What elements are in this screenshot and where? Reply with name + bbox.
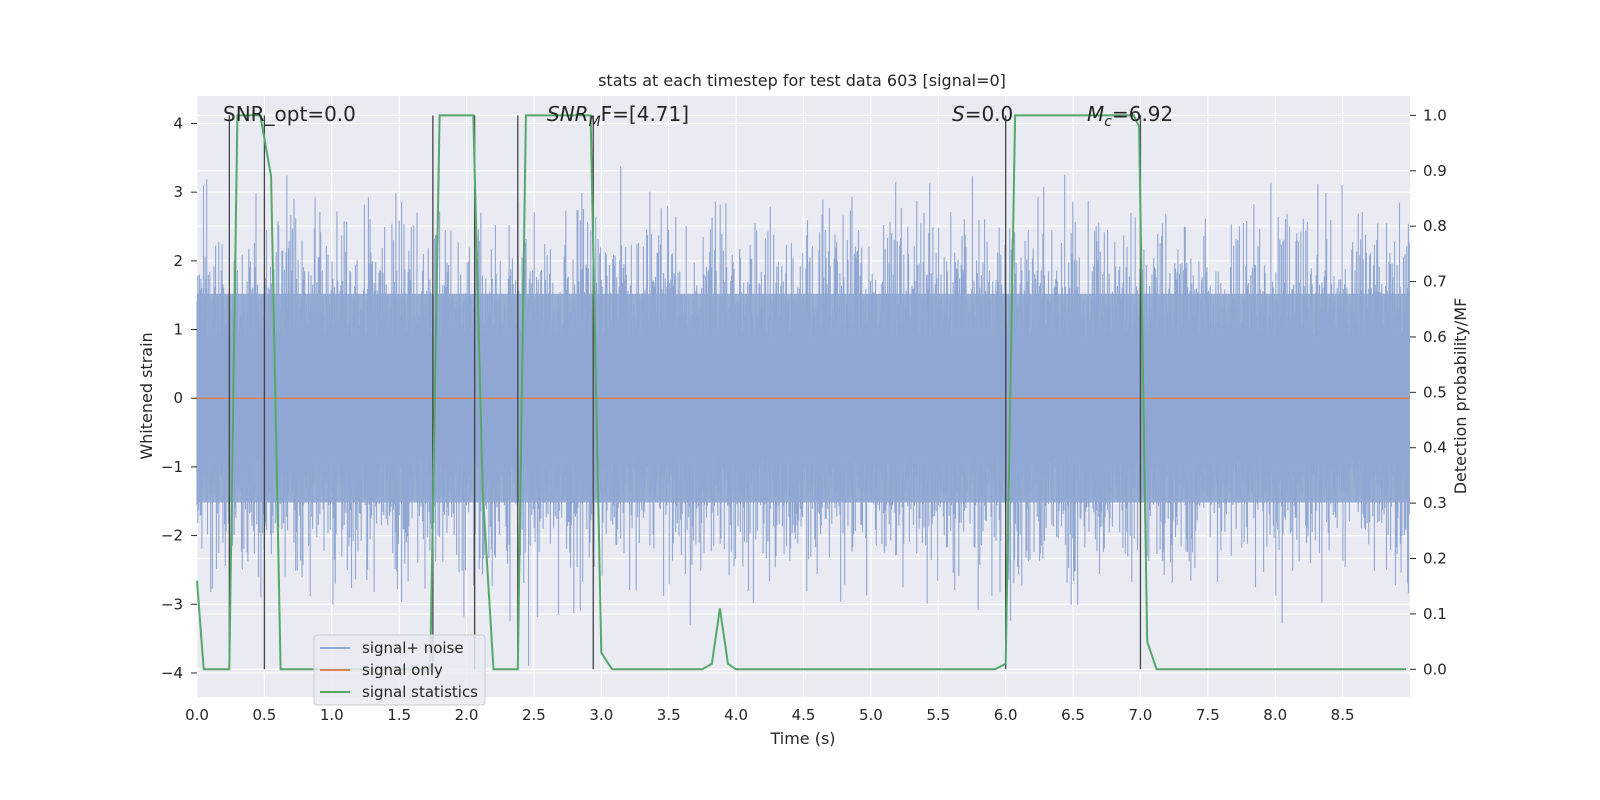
x-tick-label: 2.5 <box>522 706 546 724</box>
x-tick-label: 3.5 <box>657 706 681 724</box>
y2-tick-label: 0.7 <box>1423 273 1447 291</box>
mc-main: M <box>1087 102 1104 126</box>
y-tick-label: 0 <box>173 389 183 407</box>
y-tick-label: 4 <box>173 114 183 132</box>
x-tick-label: 4.0 <box>724 706 748 724</box>
y2-tick-label: 0.3 <box>1423 494 1447 512</box>
legend-label-statistics: signal statistics <box>362 683 478 701</box>
x-tick-label: 8.0 <box>1263 706 1287 724</box>
x-tick-label: 4.5 <box>792 706 816 724</box>
snr-mf-sub: M <box>589 114 601 130</box>
y-tick-label: 1 <box>173 321 183 339</box>
y-tick-label: −1 <box>161 458 183 476</box>
chart-title: stats at each timestep for test data 603… <box>598 71 1006 90</box>
signal-statistics-series <box>196 114 1406 671</box>
s-main: S <box>952 102 965 126</box>
y-tick-label: 2 <box>173 252 183 270</box>
x-tick-label: 6.5 <box>1061 706 1085 724</box>
y-tick-label: 3 <box>173 183 183 201</box>
y2-tick-label: 0.9 <box>1423 162 1447 180</box>
y2-tick-label: 0.8 <box>1423 217 1447 235</box>
y2-tick-label: 1.0 <box>1423 106 1447 124</box>
y-axis-ticks: 4 3 2 1 0 −1 −2 −3 −4 <box>161 114 197 682</box>
mc-annotation: Mc=6.92 <box>1087 102 1173 130</box>
snr-mf-main: SNR <box>547 102 589 126</box>
legend-label-signal-only: signal only <box>362 661 443 679</box>
snr-mf-annotation: SNRMF=[4.71] <box>547 102 689 130</box>
x-tick-label: 1.0 <box>320 706 344 724</box>
y-axis-label: Whitened strain <box>137 332 156 459</box>
x-tick-label: 0.5 <box>252 706 276 724</box>
y2-tick-label: 0.1 <box>1423 605 1447 623</box>
x-tick-label: 1.5 <box>387 706 411 724</box>
mc-tail: =6.92 <box>1112 102 1173 126</box>
y2-axis-ticks: 1.0 0.9 0.8 0.7 0.6 0.5 0.4 0.3 0.2 0.1 0.0 <box>1410 106 1447 678</box>
y2-tick-label: 0.6 <box>1423 328 1447 346</box>
x-tick-label: 3.0 <box>589 706 613 724</box>
y2-tick-label: 0.5 <box>1423 383 1447 401</box>
s-tail: =0.0 <box>965 102 1014 126</box>
y-tick-label: −2 <box>161 527 183 545</box>
segment-markers <box>228 115 1142 670</box>
x-tick-label: 5.0 <box>859 706 883 724</box>
y2-tick-label: 0.4 <box>1423 439 1447 457</box>
x-axis-ticks: 0.0 0.5 1.0 1.5 2.0 2.5 3.0 3.5 4.0 4.5 5.0 5.5 6.0 6… <box>185 706 1354 724</box>
legend-box <box>313 634 486 706</box>
x-tick-label: 0.0 <box>185 706 209 724</box>
x-tick-label: 2.0 <box>455 706 479 724</box>
snr-opt-annotation: SNR_opt=0.0 <box>223 102 356 126</box>
legend-label-noise: signal+ noise <box>362 639 464 657</box>
x-tick-label: 7.5 <box>1196 706 1220 724</box>
x-tick-label: 8.5 <box>1331 706 1355 724</box>
s-annotation: S=0.0 <box>952 102 1013 126</box>
x-tick-label: 6.0 <box>994 706 1018 724</box>
y2-tick-label: 0.0 <box>1423 660 1447 678</box>
y2-axis-label: Detection probability/MF <box>1451 298 1470 495</box>
y-tick-label: −4 <box>161 664 183 682</box>
x-tick-label: 5.5 <box>926 706 950 724</box>
x-tick-label: 7.0 <box>1129 706 1153 724</box>
x-axis-label: Time (s) <box>769 729 835 748</box>
snr-mf-tail: F=[4.71] <box>601 102 689 126</box>
y-tick-label: −3 <box>161 595 183 613</box>
y2-tick-label: 0.2 <box>1423 550 1447 568</box>
mc-sub: c <box>1104 114 1112 130</box>
legend: signal+ noise signal only signal statist… <box>313 634 486 706</box>
